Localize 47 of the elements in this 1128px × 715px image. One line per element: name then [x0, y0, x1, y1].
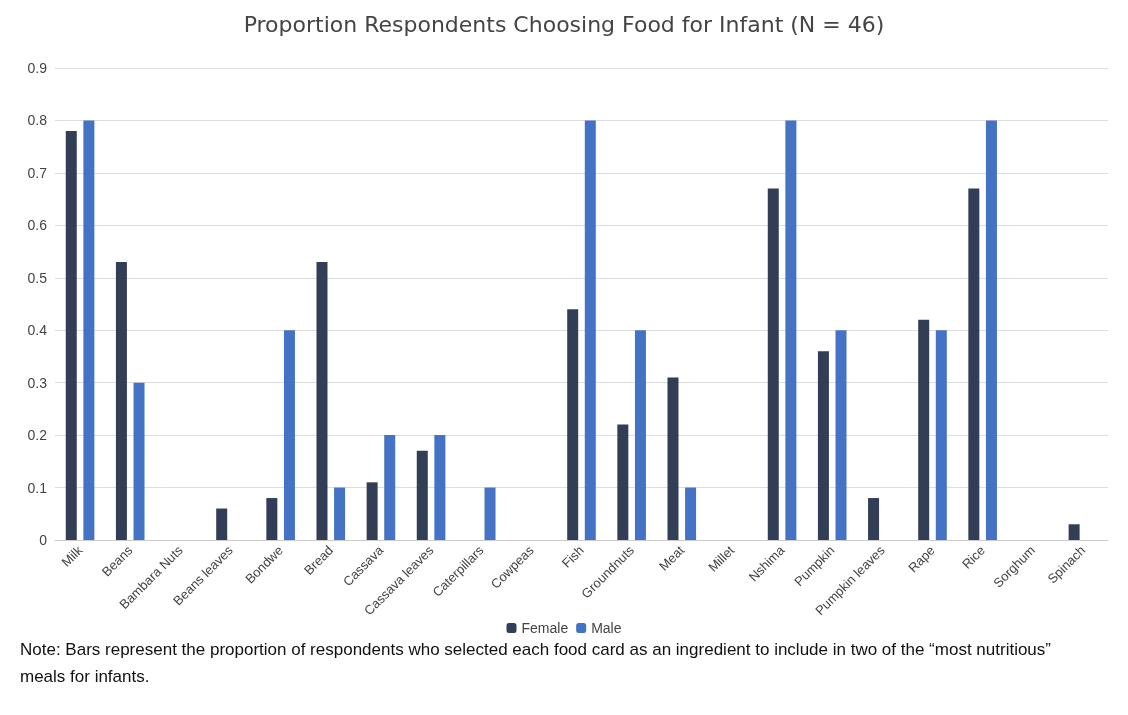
bar — [968, 188, 980, 540]
bar — [935, 330, 947, 540]
bar — [1068, 524, 1080, 540]
y-tick-label: 0.6 — [27, 217, 48, 234]
y-tick-label: 0.3 — [27, 374, 48, 391]
bar — [416, 450, 428, 540]
bar — [567, 309, 579, 540]
bar — [133, 382, 145, 540]
bar — [115, 262, 127, 540]
y-tick-label: 0.9 — [27, 60, 48, 76]
bar — [868, 498, 880, 540]
y-tick-label: 0 — [39, 532, 48, 548]
bar — [316, 262, 328, 540]
bar — [283, 330, 295, 540]
bar — [918, 319, 930, 540]
y-tick-label: 0.1 — [27, 479, 48, 496]
bar — [216, 508, 228, 540]
bar — [366, 482, 378, 540]
bar — [667, 377, 679, 540]
bar — [83, 120, 95, 540]
bar — [634, 330, 646, 540]
bar — [266, 498, 278, 540]
y-tick-label: 0.8 — [27, 112, 48, 129]
bar — [384, 435, 396, 540]
x-tick-label: Fish — [558, 542, 587, 571]
bar — [767, 188, 779, 540]
bar — [835, 330, 847, 540]
text: Note: Bars represent the proportion of respondents who selected each food card as an ingredient to include in two of the “most nutritious” meals for infants. — [20, 639, 1052, 688]
legend-label: Female — [521, 620, 569, 636]
chart-title: Proportion Respondents Choosing Food for Infant (N = 46) — [243, 11, 885, 37]
bar — [985, 120, 997, 540]
bar — [617, 424, 629, 540]
y-tick-label: 0.2 — [27, 427, 48, 444]
x-tick-label: Milk — [58, 542, 86, 570]
legend-label: Male — [591, 620, 622, 636]
y-tick-label: 0.4 — [27, 322, 48, 339]
y-tick-label: 0.7 — [27, 164, 48, 181]
bar — [685, 487, 697, 540]
bar — [434, 435, 446, 540]
y-tick-label: 0.5 — [27, 269, 48, 286]
bar — [584, 120, 596, 540]
bar — [334, 487, 346, 540]
bar — [484, 487, 496, 540]
bar — [817, 351, 829, 540]
x-tick-label: Rice — [958, 542, 988, 572]
bar — [65, 130, 77, 540]
bar — [785, 120, 797, 540]
